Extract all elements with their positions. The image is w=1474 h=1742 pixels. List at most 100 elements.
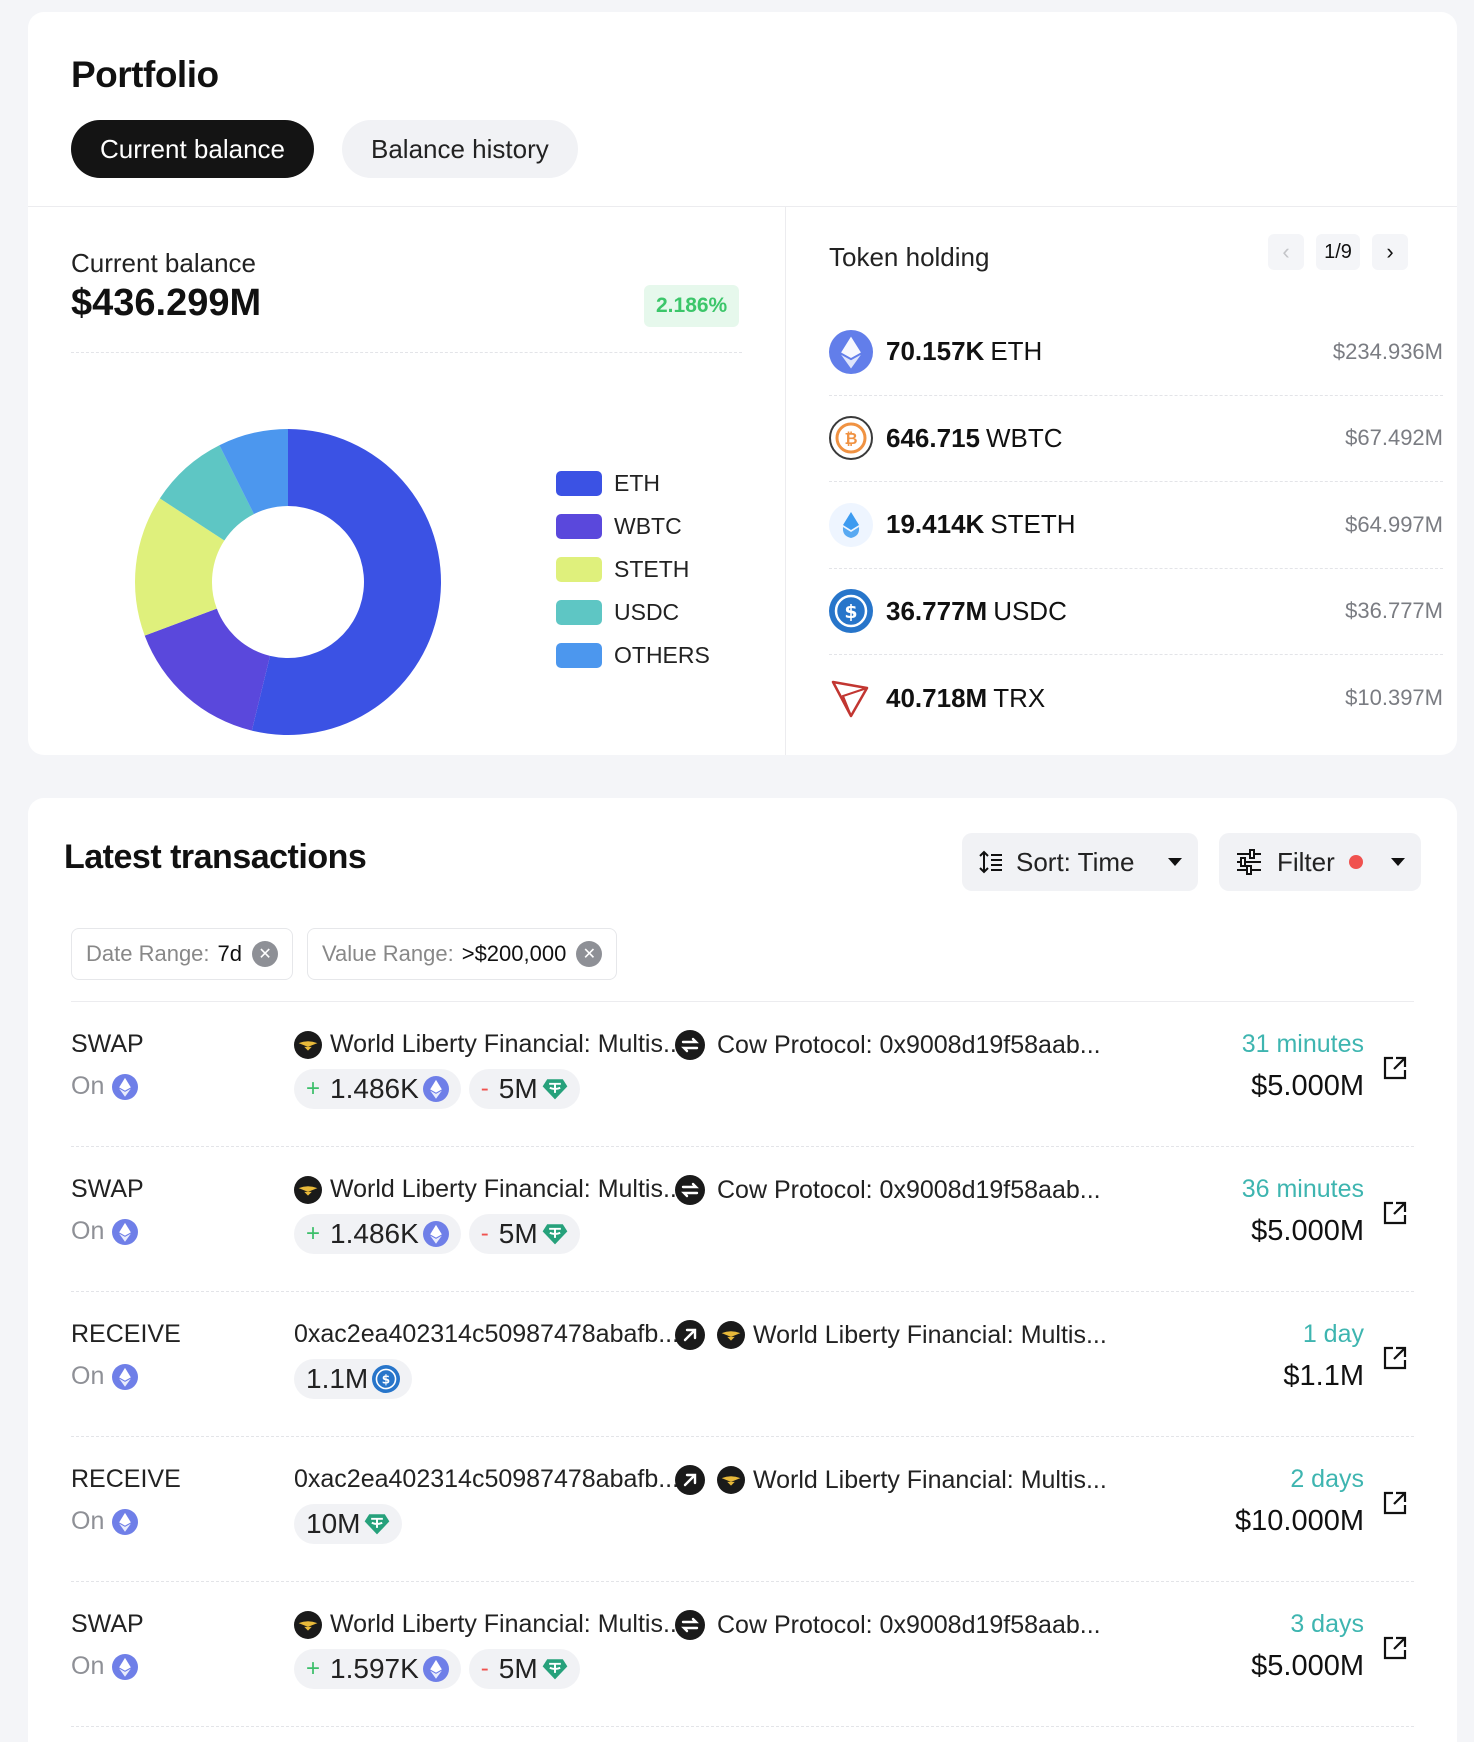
token-symbol: ETH <box>990 336 1043 367</box>
from-address[interactable]: World Liberty Financial: Multis... <box>330 1030 684 1058</box>
tx-usd-value: $5.000M <box>1251 1650 1364 1682</box>
amount-sign: - <box>480 1075 489 1102</box>
tx-to[interactable]: World Liberty Financial: Multis... <box>675 1320 1107 1350</box>
tx-to[interactable]: Cow Protocol: 0x9008d19f58aab... <box>675 1175 1101 1205</box>
tx-from[interactable]: World Liberty Financial: Multis... <box>294 1610 684 1639</box>
legend-label: OTHERS <box>614 642 710 668</box>
eth-chain-icon <box>112 1653 139 1680</box>
table-row[interactable]: RECEIVE On 0xac2ea402314c50987478abafb..… <box>71 1292 1414 1437</box>
amount-value: 1.486K <box>330 1073 419 1104</box>
chevron-right-icon[interactable]: › <box>1372 234 1408 270</box>
amount-sign: + <box>306 1075 321 1102</box>
amount-pill: +1.597K <box>294 1649 461 1689</box>
donut-slice-eth[interactable] <box>251 429 442 735</box>
chevron-left-icon[interactable]: ‹ <box>1268 234 1304 270</box>
swap-icon <box>675 1030 705 1060</box>
tx-from[interactable]: World Liberty Financial: Multis... <box>294 1175 684 1204</box>
svg-text:$: $ <box>844 601 857 623</box>
tx-time: 31 minutes <box>1241 1030 1364 1058</box>
token-value: $10.397M <box>1345 685 1443 711</box>
close-icon[interactable]: ✕ <box>576 941 603 967</box>
tx-to[interactable]: World Liberty Financial: Multis... <box>675 1465 1107 1495</box>
tx-from[interactable]: 0xac2ea402314c50987478abafb... <box>294 1465 679 1494</box>
steth-icon <box>829 502 873 547</box>
filter-button[interactable]: Filter <box>1219 833 1421 891</box>
token-row[interactable]: 70.157K ETH $234.936M <box>829 309 1443 396</box>
external-link-icon[interactable] <box>1382 1490 1408 1516</box>
usdt-icon <box>538 1656 568 1682</box>
tx-time: 1 day <box>1302 1320 1364 1348</box>
eth-chain-icon <box>112 1508 139 1535</box>
external-link-icon[interactable] <box>1382 1200 1408 1226</box>
trx-icon <box>829 676 873 720</box>
close-icon[interactable]: ✕ <box>252 941 279 967</box>
legend-item: OTHERS <box>556 634 710 677</box>
tx-chain: On <box>71 1217 139 1246</box>
tx-amounts: 1.1M $ <box>294 1359 413 1399</box>
token-row[interactable]: 40.718M TRX $10.397M <box>829 655 1443 742</box>
caret-down-icon <box>1168 858 1182 866</box>
chain-label: On <box>71 1507 105 1535</box>
token-row[interactable]: 19.414K STETH $64.997M <box>829 482 1443 569</box>
tab-balance-history[interactable]: Balance history <box>342 120 578 178</box>
table-row[interactable]: SWAP On World Liberty Financial: Multis.… <box>71 1582 1414 1727</box>
sort-icon <box>979 850 1002 874</box>
amount-value: 5M <box>498 1073 538 1104</box>
tx-chain: On <box>71 1652 139 1681</box>
to-address[interactable]: Cow Protocol: 0x9008d19f58aab... <box>717 1030 1101 1059</box>
token-row[interactable]: ₿ 646.715 WBTC $67.492M <box>829 396 1443 482</box>
to-address[interactable]: World Liberty Financial: Multis... <box>753 1465 1107 1494</box>
tx-usd-value: $10.000M <box>1235 1505 1364 1537</box>
legend-label: STETH <box>614 556 690 582</box>
tx-type: SWAP <box>71 1175 144 1203</box>
token-amount: 40.718M <box>886 682 988 713</box>
amount-pill: -5M <box>468 1649 580 1689</box>
tx-to[interactable]: Cow Protocol: 0x9008d19f58aab... <box>675 1030 1101 1060</box>
table-row[interactable]: RECEIVE On 0xac2ea402314c50987478abafb..… <box>71 1437 1414 1582</box>
tx-from[interactable]: World Liberty Financial: Multis... <box>294 1030 684 1059</box>
donut-slice-wbtc[interactable] <box>144 608 271 731</box>
from-address[interactable]: World Liberty Financial: Multis... <box>330 1610 684 1638</box>
from-address[interactable]: World Liberty Financial: Multis... <box>330 1175 684 1203</box>
amount-value: 10M <box>306 1508 361 1539</box>
to-address[interactable]: Cow Protocol: 0x9008d19f58aab... <box>717 1610 1101 1639</box>
donut-slice-others[interactable] <box>219 429 288 515</box>
to-address[interactable]: World Liberty Financial: Multis... <box>753 1320 1107 1349</box>
tab-current-balance[interactable]: Current balance <box>71 120 314 178</box>
chip-key: Value Range: <box>322 941 454 966</box>
legend-swatch <box>556 600 602 625</box>
wbtc-icon: ₿ <box>829 416 873 461</box>
sort-button[interactable]: Sort: Time <box>962 833 1198 891</box>
wlf-entity-icon <box>717 1466 745 1494</box>
legend-label: WBTC <box>614 513 682 539</box>
tx-from[interactable]: 0xac2ea402314c50987478abafb... <box>294 1320 679 1349</box>
token-row[interactable]: $ 36.777M USDC $36.777M <box>829 569 1443 655</box>
usdc-icon: $ <box>368 1365 401 1393</box>
external-link-icon[interactable] <box>1382 1635 1408 1661</box>
tx-time: 3 days <box>1290 1610 1364 1638</box>
chart-legend: ETH WBTC STETH USDC OTHERS <box>556 462 710 677</box>
token-amount: 19.414K <box>886 509 985 540</box>
external-link-icon[interactable] <box>1382 1345 1408 1371</box>
from-address[interactable]: 0xac2ea402314c50987478abafb... <box>294 1465 680 1493</box>
tx-chain: On <box>71 1507 139 1536</box>
external-link-icon[interactable] <box>1382 1055 1408 1081</box>
amount-pill: -5M <box>468 1069 580 1109</box>
tx-chain: On <box>71 1362 139 1391</box>
filter-sliders-icon <box>1237 849 1261 875</box>
tx-to[interactable]: Cow Protocol: 0x9008d19f58aab... <box>675 1610 1101 1640</box>
token-amount: 70.157K <box>886 336 985 367</box>
table-row[interactable]: SWAP On World Liberty Financial: Multis.… <box>71 1002 1414 1147</box>
wlf-entity-icon <box>717 1321 745 1349</box>
eth-icon <box>419 1221 449 1247</box>
eth-chain-icon <box>112 1073 139 1100</box>
to-address[interactable]: Cow Protocol: 0x9008d19f58aab... <box>717 1175 1101 1204</box>
wlf-entity-icon <box>294 1610 322 1639</box>
chain-label: On <box>71 1362 105 1390</box>
table-row[interactable]: SWAP On World Liberty Financial: Multis.… <box>71 1147 1414 1292</box>
donut-slice-usdc[interactable] <box>159 445 254 541</box>
from-address[interactable]: 0xac2ea402314c50987478abafb... <box>294 1320 680 1348</box>
donut-slice-steth[interactable] <box>135 498 225 636</box>
portfolio-card: Portfolio Current balance Balance histor… <box>28 12 1457 755</box>
amount-sign: + <box>306 1220 321 1247</box>
